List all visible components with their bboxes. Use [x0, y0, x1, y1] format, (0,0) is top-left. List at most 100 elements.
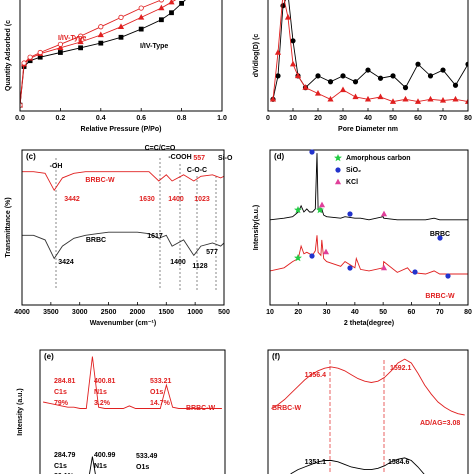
- annotation: Si-O: [218, 155, 233, 162]
- annotation: 80.1%: [54, 473, 75, 474]
- annotation: 1128: [192, 263, 207, 270]
- x-tick-label: 40: [351, 309, 359, 316]
- annotation: -COOH: [168, 154, 191, 161]
- panel-label: (c): [26, 152, 36, 161]
- series-line: [20, 0, 163, 106]
- data-point: [414, 98, 422, 104]
- series-line: [22, 171, 224, 192]
- plot-frame: [267, 0, 469, 112]
- x-tick-label: 0: [266, 115, 270, 122]
- data-point: [138, 5, 144, 11]
- annotation: 79%: [54, 400, 69, 407]
- phase-symbol: [316, 205, 324, 214]
- data-point: [327, 79, 334, 85]
- phase-symbol: [380, 210, 388, 217]
- data-point: [58, 50, 63, 55]
- x-tick-label: 1.0: [217, 115, 227, 122]
- phase-symbol: [309, 253, 315, 259]
- legend-marker: [334, 153, 342, 162]
- data-point: [314, 90, 322, 96]
- x-tick-label: 80: [464, 115, 472, 122]
- series-line: [271, 358, 465, 416]
- annotation: 1023: [194, 196, 210, 203]
- annotation: 284.81: [54, 378, 76, 385]
- data-point: [77, 38, 84, 45]
- series-line: [20, 0, 177, 106]
- legend-marker: [335, 167, 341, 173]
- series-line: [20, 0, 186, 106]
- data-point: [365, 67, 371, 73]
- x-axis-label: Relative Pressure (P/Po): [81, 126, 162, 133]
- data-point: [168, 0, 175, 5]
- x-axis-label: 2 theta(degree): [344, 320, 394, 327]
- plot-area: [22, 171, 224, 260]
- annotation: N1s: [94, 463, 107, 470]
- panel-label: (e): [44, 352, 54, 361]
- annotation: 3424: [58, 259, 74, 266]
- x-tick-label: 80: [464, 309, 472, 316]
- annotation: 400.99: [94, 452, 116, 459]
- x-tick-label: 70: [439, 115, 447, 122]
- plot-frame: [39, 349, 226, 474]
- panel-label: (f): [272, 352, 280, 361]
- data-point: [21, 60, 27, 66]
- data-point: [390, 73, 396, 79]
- annotation: 284.79: [54, 452, 76, 459]
- data-point: [377, 75, 384, 81]
- phase-symbol: [445, 273, 451, 279]
- data-point: [179, 0, 185, 6]
- data-point: [452, 82, 459, 88]
- annotation: 533.21: [150, 378, 172, 385]
- annotation: BRBC-W: [85, 177, 115, 184]
- x-tick-label: 0.8: [177, 115, 187, 122]
- annotation: 3.2%: [94, 400, 111, 407]
- annotation: I/IV-Type: [58, 35, 86, 42]
- plot-frame: [269, 149, 469, 306]
- annotation: C1s: [54, 463, 67, 470]
- annotation: BRBC: [430, 231, 450, 238]
- data-point: [452, 95, 459, 102]
- data-point: [427, 95, 434, 102]
- data-point: [158, 17, 164, 23]
- data-point: [439, 97, 447, 103]
- data-point: [327, 95, 334, 102]
- x-tick-label: 1000: [187, 309, 203, 316]
- x-tick-label: 10: [266, 309, 274, 316]
- x-tick-label: 0.6: [136, 115, 146, 122]
- x-tick-label: 3000: [72, 309, 88, 316]
- data-point: [57, 41, 64, 47]
- data-point: [274, 49, 282, 55]
- data-point: [138, 13, 145, 20]
- phase-symbol: [309, 149, 315, 155]
- series-line: [272, 0, 468, 103]
- x-tick-label: 20: [294, 309, 302, 316]
- annotation: 557: [193, 155, 205, 162]
- data-point: [20, 102, 23, 108]
- annotation: BRBC: [86, 237, 106, 244]
- data-point: [302, 84, 309, 90]
- data-point: [464, 98, 468, 104]
- data-point: [352, 93, 359, 100]
- y-axis-label: Intensity (a.u.): [17, 388, 24, 435]
- phase-symbol: [318, 201, 326, 208]
- data-point: [290, 38, 296, 44]
- data-point: [440, 67, 446, 73]
- phase-symbol: [347, 265, 353, 271]
- data-point: [57, 44, 64, 51]
- x-tick-label: 3500: [43, 309, 59, 316]
- plot-area: [43, 356, 222, 474]
- annotation: 1351.1: [305, 459, 327, 466]
- annotation: 400.81: [94, 378, 116, 385]
- x-tick-label: 50: [379, 309, 387, 316]
- annotation: C1s: [54, 389, 67, 396]
- data-point: [117, 23, 125, 29]
- series-line: [270, 153, 468, 221]
- x-tick-label: 2500: [101, 309, 117, 316]
- x-tick-label: 10: [289, 115, 297, 122]
- x-tick-label: 40: [364, 115, 372, 122]
- annotation: 533.49: [136, 453, 158, 460]
- data-point: [78, 45, 83, 51]
- data-point: [315, 73, 321, 79]
